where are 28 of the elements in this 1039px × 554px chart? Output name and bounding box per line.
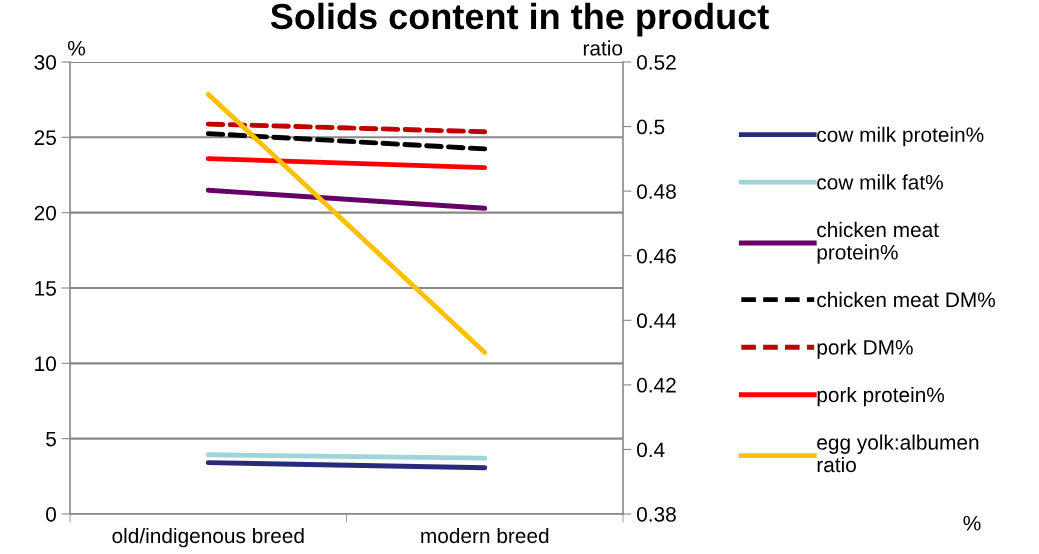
y-tick-label: 15	[35, 281, 56, 296]
x-tick-label: modern breed	[421, 527, 549, 544]
legend-label: cow milk fat%	[817, 174, 943, 190]
legend-label: chicken meat DM%	[817, 291, 995, 308]
chart-title: Solids content in the product	[270, 2, 769, 37]
y-axis-title: %	[67, 40, 86, 56]
y2-tick-label: 0.5	[637, 119, 665, 135]
legend-label: pork protein%	[817, 386, 945, 407]
x-tick-label: old/indigenous breed	[112, 527, 304, 548]
y-tick-label: 25	[34, 130, 56, 146]
y2-tick-label: 0.38	[637, 507, 676, 522]
y2-tick-label: 0.46	[637, 248, 676, 264]
y2-tick-label: 0.48	[637, 184, 676, 199]
y2-axis-title: ratio	[583, 40, 623, 56]
y-tick-label: 10	[35, 356, 56, 372]
legend-label: chicken meat protein%	[817, 221, 939, 264]
y2-tick-label: 0.44	[637, 313, 677, 329]
legend-label: pork DM%	[817, 339, 913, 359]
y2-tick-label: 0.42	[637, 377, 676, 393]
y2-tick-label: 0.52	[637, 55, 676, 70]
y-tick-label: 30	[34, 55, 56, 70]
y2-tick-label: 0.4	[637, 442, 665, 458]
y-tick-label: 20	[34, 205, 56, 221]
text: %	[963, 515, 981, 531]
legend-label: egg yolk:albumen ratio	[817, 434, 979, 473]
y-tick-label: 5	[46, 431, 56, 447]
legend-label: cow milk protein%	[817, 126, 984, 147]
y-tick-label: 0	[46, 507, 56, 522]
